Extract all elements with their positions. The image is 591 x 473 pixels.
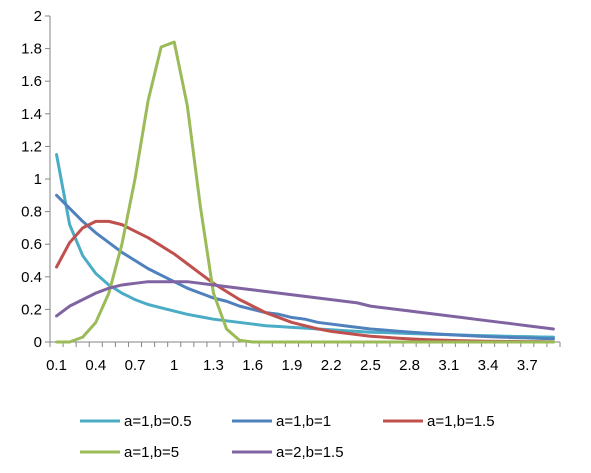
x-tick-label: 3.4: [478, 357, 499, 374]
y-tick-label: 0.8: [21, 204, 42, 221]
y-tick-label: 1.6: [21, 73, 42, 90]
plot-area-series: [55, 40, 555, 344]
x-tick-label: 2.5: [360, 357, 381, 374]
x-tick-label: 1: [170, 357, 178, 374]
legend-label: a=2,b=1.5: [276, 444, 344, 461]
y-tick-label: 0: [34, 334, 42, 351]
y-tick-label: 0.6: [21, 236, 42, 253]
x-tick-label: 1.6: [242, 357, 263, 374]
series-line-5: [55, 280, 555, 331]
x-tick-label: 1.3: [203, 357, 224, 374]
x-tick-label: 1.9: [281, 357, 302, 374]
series-line-2: [55, 193, 555, 341]
x-tick-label: 2.2: [321, 357, 342, 374]
series-line-1: [55, 153, 555, 339]
y-tick-label: 2: [34, 8, 42, 25]
series-line-3: [55, 219, 555, 344]
legend: a=1,b=0.5 a=1,b=1 a=1,b=1.5 a=1,b=5 a=2,b=1.…: [80, 413, 495, 461]
legend-label: a=1,b=1.5: [427, 413, 495, 430]
y-tick-label: 1.4: [21, 106, 42, 123]
x-tick-label: 0.7: [125, 357, 146, 374]
x-tick-label: 3.7: [517, 357, 538, 374]
y-tick-label: 1.2: [21, 138, 42, 155]
y-tick-label: 0.2: [21, 301, 42, 318]
legend-label: a=1,b=5: [124, 444, 179, 461]
x-tick-label: 3.1: [438, 357, 459, 374]
x-tick-label: 2.8: [399, 357, 420, 374]
y-tick-label: 0.4: [21, 269, 42, 286]
y-tick-label: 1.8: [21, 41, 42, 58]
series-line-4: [55, 40, 555, 344]
y-tick-label: 1: [34, 171, 42, 188]
x-tick-label: 0.1: [46, 357, 67, 374]
y-axis-tick-labels: 0 0.2 0.4 0.6 0.8 1 1.2 1.4 1.6 1.8 2: [21, 8, 42, 351]
legend-label: a=1,b=0.5: [124, 413, 192, 430]
x-axis-tick-labels: 0.1 0.4 0.7 1 1.3 1.6 1.9 2.2 2.5 2.8 3.1 3.4 3.7: [46, 357, 538, 374]
x-tick-label: 0.4: [85, 357, 106, 374]
legend-label: a=1,b=1: [276, 413, 331, 430]
